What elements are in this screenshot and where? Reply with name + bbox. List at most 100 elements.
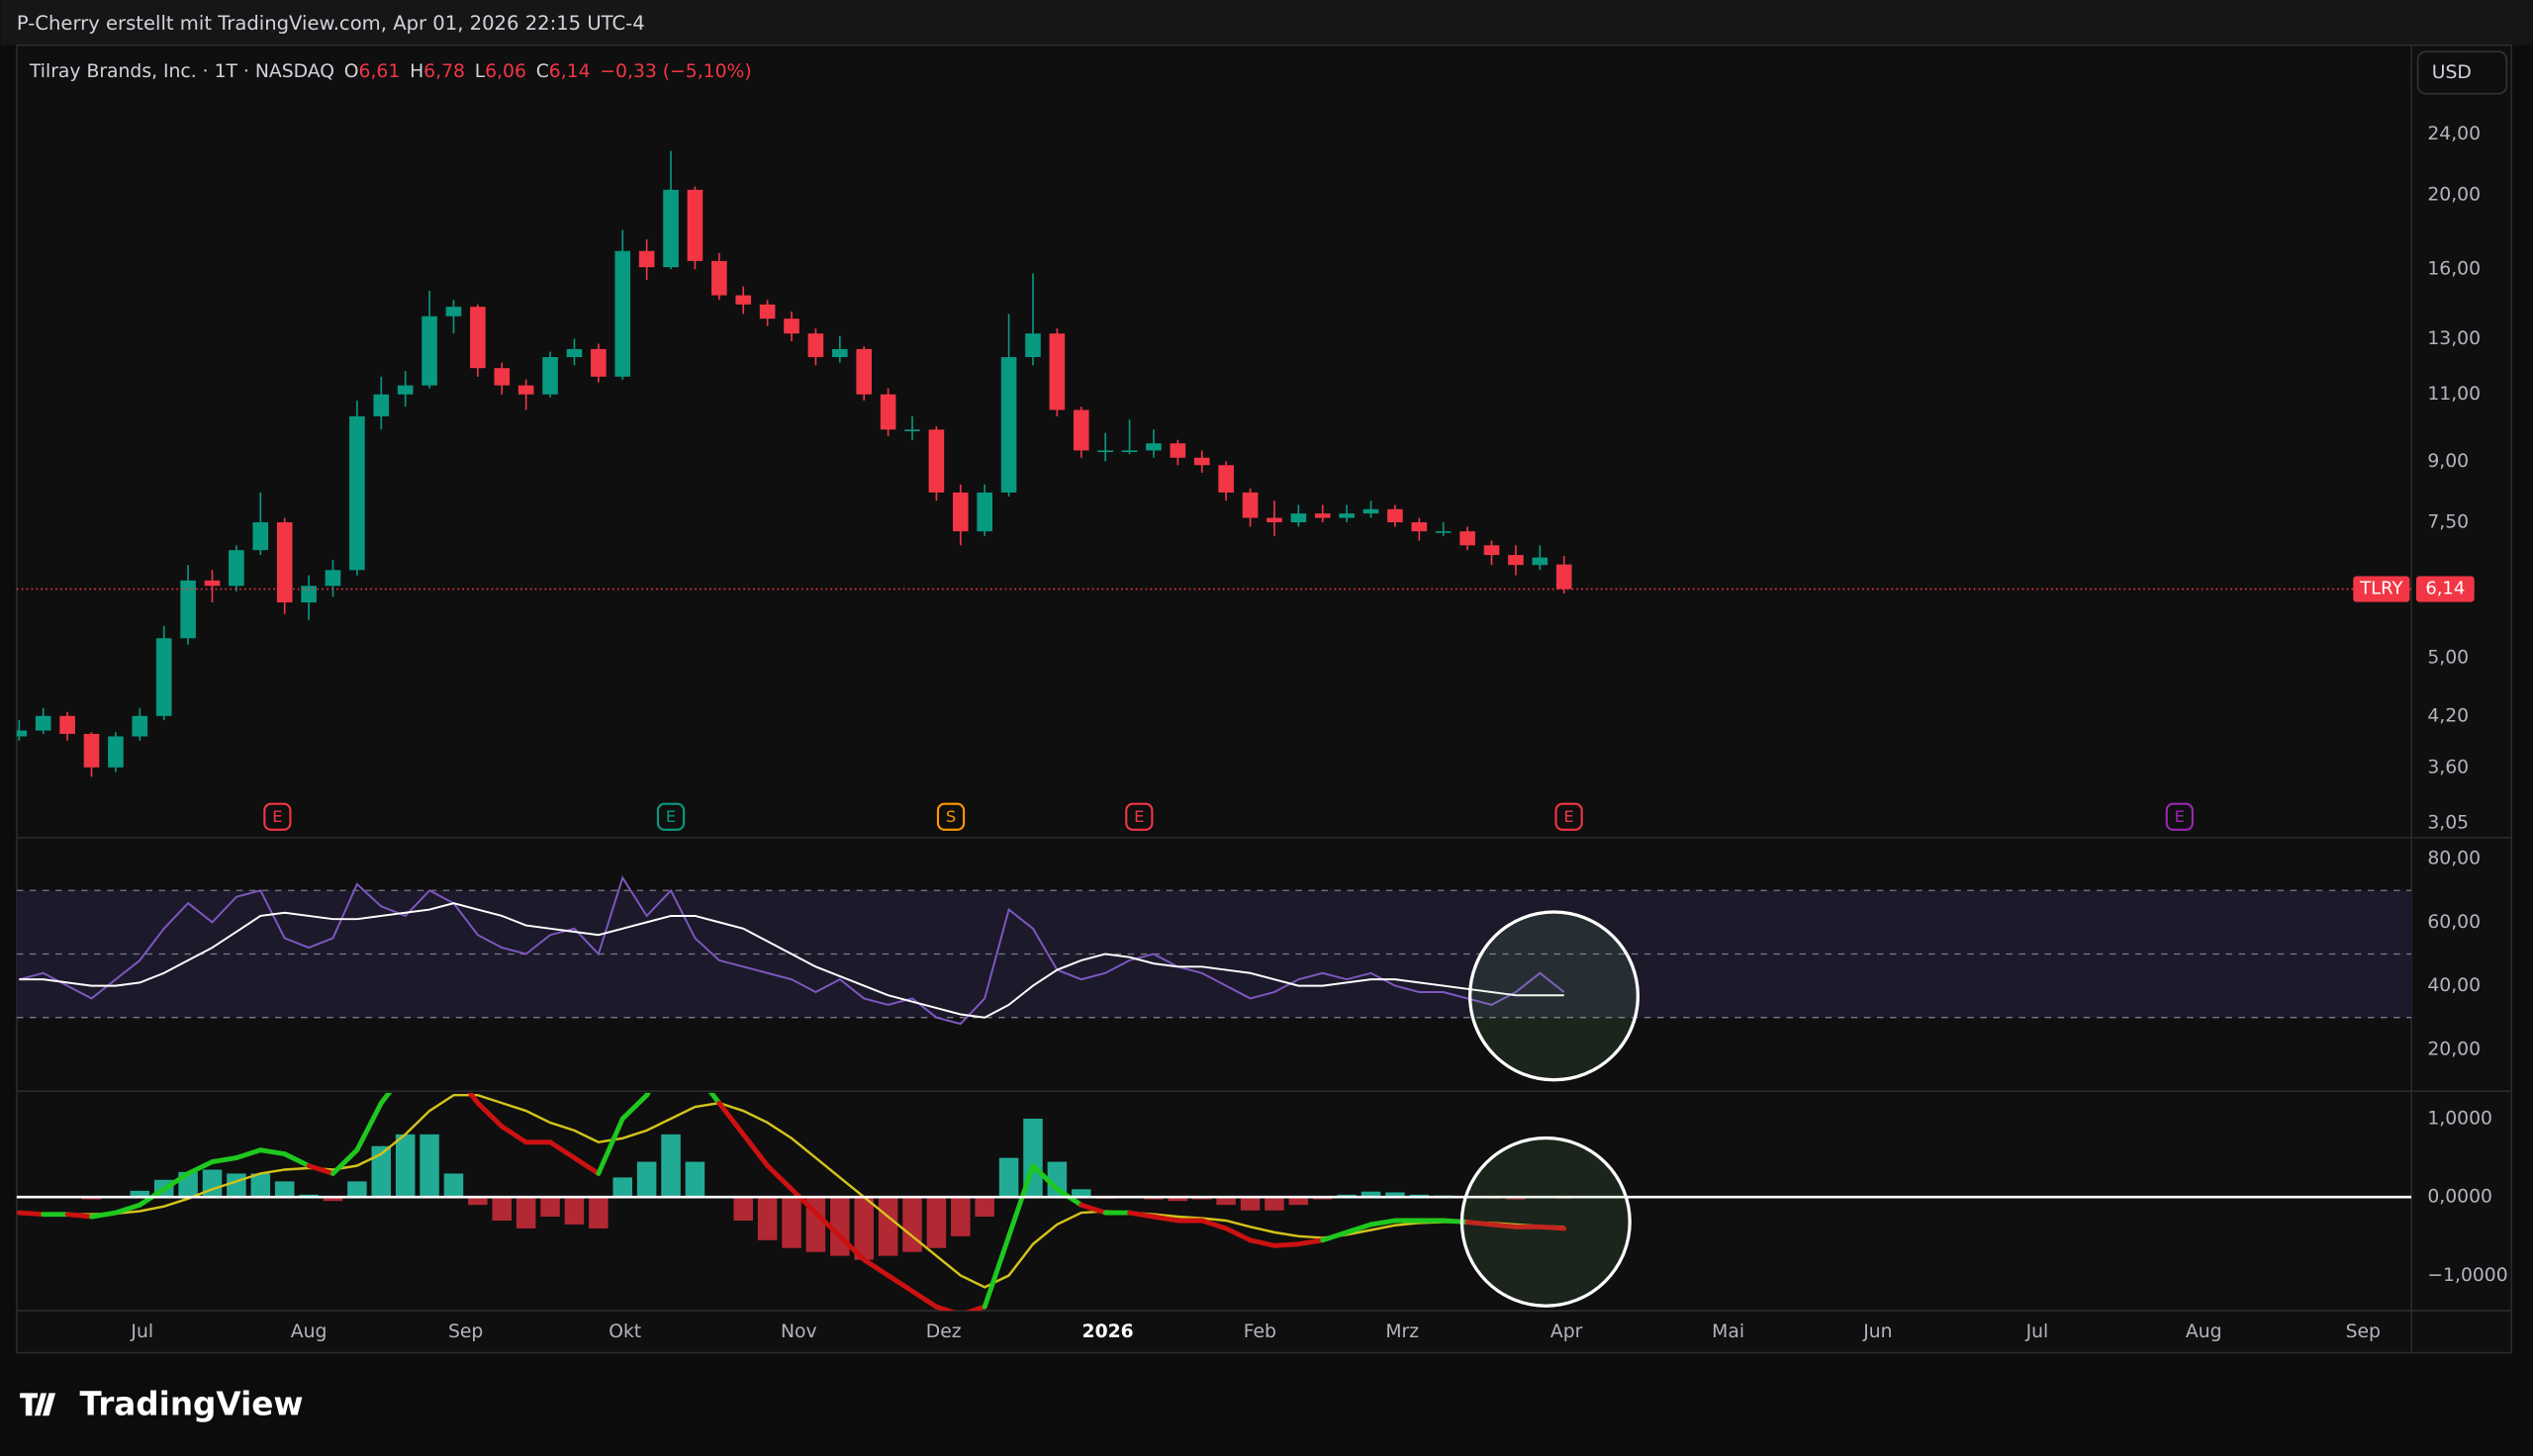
ohlc-key: H bbox=[410, 60, 423, 81]
ohlc-value: 6,06 bbox=[485, 60, 526, 81]
histogram-bar bbox=[1168, 1197, 1188, 1202]
macd-segment bbox=[466, 1092, 481, 1106]
x-tick-label: Sep bbox=[448, 1321, 483, 1342]
histogram-bar bbox=[130, 1190, 150, 1198]
y-tick-label: 1,0000 bbox=[2427, 1108, 2492, 1129]
macd-segment bbox=[16, 1210, 47, 1218]
price-tag bbox=[2415, 576, 2475, 602]
macd-segment bbox=[330, 1147, 360, 1176]
annotation-circle bbox=[1467, 910, 1640, 1082]
ohlc-value: 6,61 bbox=[359, 60, 401, 81]
ohlc-value: 6,78 bbox=[423, 60, 465, 81]
symbol-tag-text: TLRY bbox=[2359, 579, 2402, 599]
event-marker bbox=[936, 802, 966, 831]
x-tick-label: 2026 bbox=[1082, 1321, 1134, 1342]
candle-body bbox=[1555, 564, 1572, 590]
candle-body bbox=[1097, 450, 1113, 453]
y-tick-label: 11,00 bbox=[2427, 384, 2481, 405]
macd-segment bbox=[1223, 1226, 1254, 1243]
y-tick-label: 7,50 bbox=[2427, 512, 2469, 533]
candle-body bbox=[132, 715, 148, 737]
candle-body bbox=[759, 304, 776, 319]
macd-segment bbox=[64, 1212, 94, 1220]
event-marker bbox=[1125, 802, 1154, 831]
event-marker bbox=[2165, 802, 2194, 831]
macd-segment bbox=[619, 1092, 650, 1122]
histogram-bar bbox=[1240, 1197, 1261, 1211]
top-bar bbox=[0, 0, 2533, 46]
histogram-bar bbox=[612, 1177, 633, 1198]
histogram-bar bbox=[1047, 1161, 1068, 1198]
candle-body bbox=[591, 348, 607, 377]
candle-body bbox=[638, 250, 655, 268]
candle-body bbox=[1073, 410, 1089, 451]
macd-segment bbox=[475, 1100, 505, 1130]
candle-body bbox=[711, 260, 727, 296]
candle-body bbox=[1170, 443, 1186, 458]
y-tick-label: −1,0000 bbox=[2427, 1265, 2507, 1286]
x-tick-label: Mrz bbox=[1385, 1321, 1419, 1342]
candle-body bbox=[373, 394, 390, 416]
macd-segment bbox=[1537, 1224, 1567, 1231]
y-tick-label: 9,00 bbox=[2427, 451, 2469, 472]
candle-body bbox=[517, 385, 534, 395]
histogram-bar bbox=[323, 1197, 343, 1202]
ohlc-key: C bbox=[536, 60, 549, 81]
candle-body bbox=[108, 736, 124, 768]
candle-body bbox=[1339, 513, 1355, 518]
candle-body bbox=[1121, 450, 1138, 453]
y-tick-label: 13,00 bbox=[2427, 328, 2481, 349]
histogram-bar bbox=[661, 1134, 681, 1198]
candle-body bbox=[397, 385, 414, 395]
macd-segment bbox=[234, 1147, 263, 1161]
histogram-bar bbox=[757, 1197, 778, 1240]
price-tag-text: 6,14 bbox=[2425, 579, 2465, 599]
macd-segment bbox=[933, 1304, 957, 1312]
macd-segment bbox=[1127, 1210, 1157, 1220]
candle-body bbox=[1411, 522, 1428, 532]
histogram-bar bbox=[1072, 1189, 1091, 1198]
candle-body bbox=[1314, 513, 1331, 518]
candle-body bbox=[301, 586, 317, 603]
candle-body bbox=[832, 348, 848, 358]
histogram-bar bbox=[975, 1197, 994, 1218]
logo: TradingView bbox=[20, 1385, 304, 1422]
x-tick-label: Dez bbox=[926, 1321, 962, 1342]
macd-segment bbox=[1271, 1241, 1301, 1248]
macd-segment bbox=[789, 1186, 818, 1216]
candle-body bbox=[155, 638, 172, 716]
macd-segment bbox=[1248, 1237, 1277, 1248]
histogram-bar bbox=[878, 1197, 898, 1256]
macd-segment bbox=[1151, 1214, 1180, 1224]
macd-segment bbox=[1489, 1222, 1519, 1229]
x-tick-label: Nov bbox=[781, 1321, 817, 1342]
x-tick-label: Aug bbox=[2186, 1321, 2222, 1342]
macd-segment bbox=[257, 1147, 288, 1157]
line-series bbox=[19, 902, 1564, 1019]
logo-text: TradingView bbox=[80, 1385, 304, 1422]
macd-segment bbox=[1006, 1163, 1036, 1239]
y-tick-label: 40,00 bbox=[2427, 975, 2481, 996]
histogram-bar bbox=[1385, 1192, 1405, 1198]
candle-body bbox=[904, 429, 920, 431]
event-label: E bbox=[272, 807, 282, 826]
macd-segment bbox=[547, 1139, 577, 1161]
macd-segment bbox=[909, 1288, 939, 1310]
candle-body bbox=[422, 316, 437, 386]
symbol-tag bbox=[2353, 576, 2410, 602]
histogram-bar bbox=[1216, 1197, 1236, 1206]
macd-plot bbox=[16, 1092, 1574, 1312]
histogram-bar bbox=[564, 1197, 585, 1225]
histogram-bar bbox=[902, 1197, 922, 1252]
candle-body bbox=[1483, 545, 1500, 556]
change: −0,33 (−5,10%) bbox=[600, 60, 751, 81]
candle-body bbox=[1218, 465, 1234, 493]
currency-button[interactable] bbox=[2416, 50, 2508, 95]
macd-segment bbox=[282, 1151, 312, 1168]
candle-body bbox=[470, 307, 486, 369]
histogram-bar bbox=[420, 1134, 439, 1198]
histogram-bar bbox=[1360, 1191, 1381, 1198]
event-label: E bbox=[1134, 807, 1144, 826]
candle-body bbox=[807, 333, 824, 358]
candle-body bbox=[16, 730, 28, 737]
